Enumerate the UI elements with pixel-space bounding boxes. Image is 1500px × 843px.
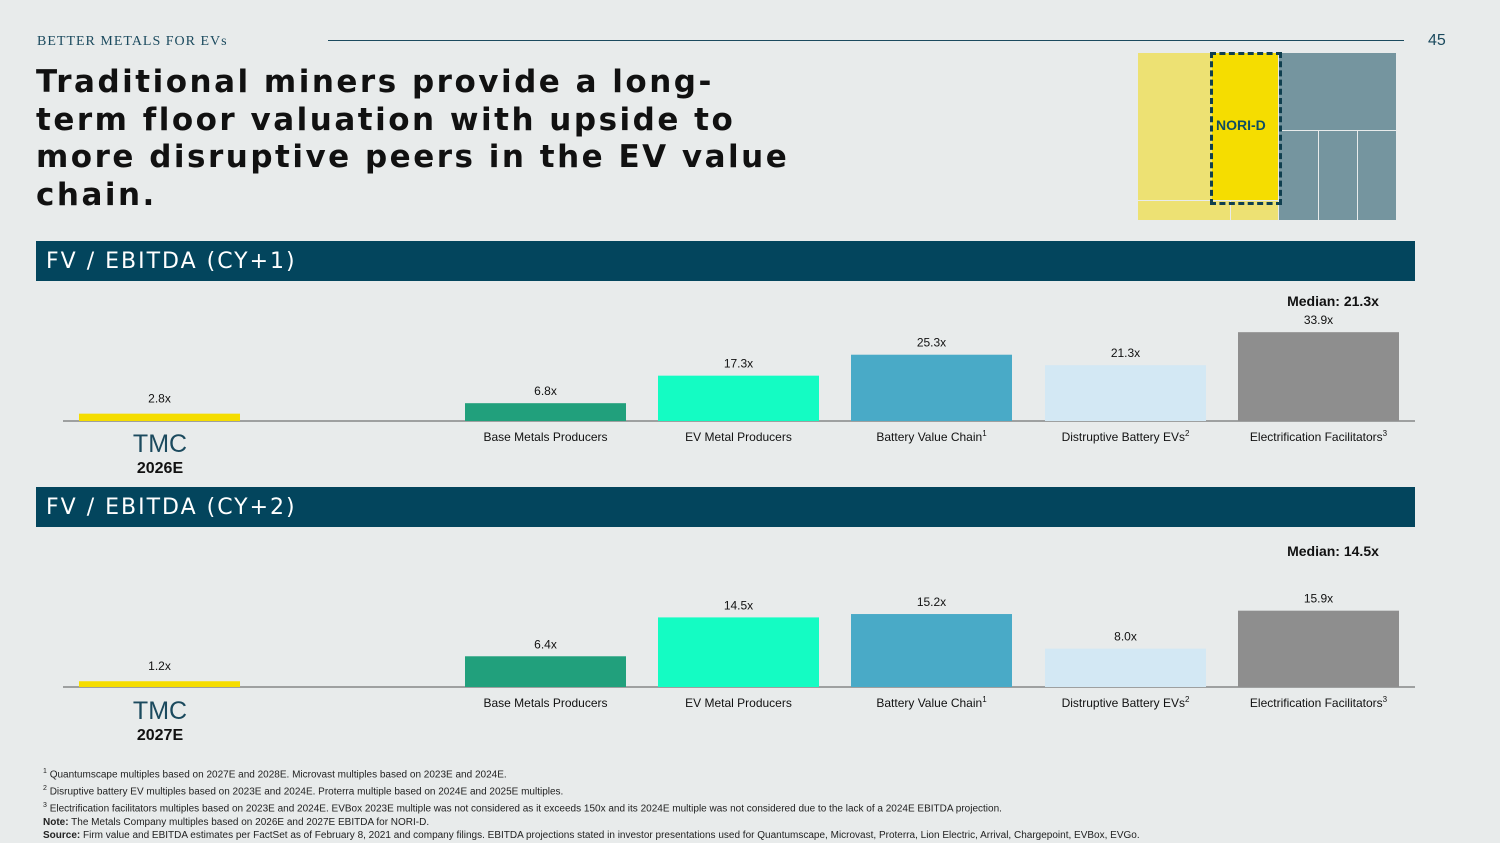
- chart2-category-label-2: EV Metal Producers: [685, 696, 792, 710]
- chart2-value-label-1: 6.4x: [534, 637, 557, 651]
- footnote-1-number: 1: [43, 768, 47, 775]
- chart1-tmc-name: TMC: [132, 430, 188, 458]
- chart1-value-label-5: 33.9x: [1304, 313, 1333, 327]
- chart1-bar-3: [851, 354, 1012, 421]
- chart1-band-title: FV / EBITDA (CY+1): [36, 241, 1415, 281]
- chart2-bar-5: [1238, 610, 1399, 687]
- chart2-bar-2: [658, 617, 819, 687]
- thumb-highlight-dashed-border: [1210, 52, 1282, 205]
- chart2-bar-1: [465, 656, 626, 687]
- chart1-value-label-3: 25.3x: [917, 336, 946, 350]
- footnote-source: Source: Firm value and EBITDA estimates …: [43, 829, 1463, 843]
- chart1-category-label-1: Base Metals Producers: [483, 430, 607, 444]
- chart1-value-label-4: 21.3x: [1111, 346, 1140, 360]
- chart1-tmc-year: 2026E: [136, 460, 184, 477]
- chart2-category-sup-4: 2: [1185, 695, 1190, 704]
- chart2-value-label-5: 15.9x: [1304, 592, 1333, 606]
- chart1-value-label-tmc: 2.8x: [148, 392, 171, 406]
- chart1-value-label-2: 17.3x: [724, 357, 753, 371]
- thumb-label: NORI-D: [1216, 117, 1266, 133]
- chart2-value-label-tmc: 1.2x: [148, 659, 171, 673]
- chart1-category-label-4: Distruptive Battery EVs2: [1062, 429, 1190, 444]
- thumb-cell-yellow-bottom-left: [1138, 201, 1230, 220]
- thumb-cell-grey-2: [1319, 131, 1357, 220]
- thumb-cell-grey-3: [1358, 131, 1396, 220]
- chart2-median-label: Median: 14.5x: [1287, 543, 1379, 559]
- chart2-value-label-2: 14.5x: [724, 598, 753, 612]
- thumb-cell-grey-1: [1279, 131, 1318, 220]
- footnote-note: Note: The Metals Company multiples based…: [43, 816, 1463, 830]
- chart2-tmc-year: 2027E: [136, 727, 184, 744]
- footnote-2: 2 Disruptive battery EV multiples based …: [43, 782, 1463, 799]
- footnote-3-number: 3: [43, 801, 47, 809]
- chart2-category-sup-5: 3: [1383, 695, 1388, 704]
- chart1-bar-5: [1238, 332, 1399, 421]
- chart1-category-sup-5: 3: [1383, 429, 1388, 438]
- chart2-bar-4: [1045, 648, 1206, 687]
- chart2-bar-tmc: [79, 681, 240, 687]
- chart1-category-sup-4: 2: [1185, 429, 1190, 438]
- note-label: Note:: [43, 816, 69, 828]
- chart1-median-label: Median: 21.3x: [1287, 293, 1379, 309]
- thumb-cell-highlight: [1212, 53, 1278, 200]
- page-title: Traditional miners provide a long-term f…: [36, 64, 790, 213]
- chart1-category-label-5: Electrification Facilitators3: [1250, 429, 1388, 444]
- chart2-category-label-1: Base Metals Producers: [483, 696, 607, 710]
- footnote-1: 1 Quantumscape multiples based on 2027E …: [43, 765, 1463, 782]
- footnote-3: 3 Electrification facilitators multiples…: [43, 799, 1463, 816]
- note-text: The Metals Company multiples based on 20…: [71, 816, 430, 828]
- chart2-category-label-3: Battery Value Chain1: [876, 695, 987, 710]
- chart2-tmc-caption: TMC 2027E: [80, 697, 240, 747]
- chart1-category-label-3: Battery Value Chain1: [876, 429, 987, 444]
- chart2-category-label-5: Electrification Facilitators3: [1250, 695, 1388, 710]
- chart2-category-sup-3: 1: [982, 695, 987, 704]
- chart2-tmc-name: TMC: [132, 697, 188, 725]
- chart1-category-label-2: EV Metal Producers: [685, 430, 792, 444]
- chart1-category-sup-3: 1: [982, 429, 987, 438]
- page-number: 45: [1428, 32, 1446, 49]
- chart1-bar-4: [1045, 365, 1206, 421]
- chart2-value-label-4: 8.0x: [1114, 630, 1137, 644]
- chart1-bar-2: [658, 375, 819, 421]
- footnote-1-text: Quantumscape multiples based on 2027E an…: [49, 769, 507, 781]
- source-text: Firm value and EBITDA estimates per Fact…: [83, 830, 1140, 842]
- chart2-value-label-3: 15.2x: [917, 595, 946, 609]
- footnote-2-text: Disruptive battery EV multiples based on…: [49, 786, 564, 798]
- footnote-3-text: Electrification facilitators multiples b…: [49, 803, 1002, 815]
- thumb-cell-yellow-bottom-right: [1231, 201, 1278, 220]
- chart1-value-label-1: 6.8x: [534, 384, 557, 398]
- header-divider: [328, 40, 1404, 41]
- chart2-plot: 1.2x 6.4x Base Metals Producers 14.5x EV Met…: [63, 592, 1415, 710]
- footnote-2-number: 2: [43, 784, 47, 792]
- chart2-band-title: FV / EBITDA (CY+2): [36, 487, 1415, 527]
- chart1-bar-1: [465, 403, 626, 421]
- thumb-cell-grey-top: [1279, 53, 1396, 130]
- chart2-category-label-4: Distruptive Battery EVs2: [1062, 695, 1190, 710]
- section-kicker: BETTER METALS FOR EVs: [37, 34, 228, 49]
- chart2-bar-3: [851, 614, 1012, 687]
- chart1-bar-tmc: [79, 413, 240, 421]
- chart1-plot: 2.8x 6.8x Base Metals Producers 17.3x EV Met…: [63, 313, 1415, 444]
- chart1-tmc-caption: TMC 2026E: [80, 430, 240, 480]
- source-label: Source:: [43, 830, 81, 842]
- footnotes: 1 Quantumscape multiples based on 2027E …: [43, 765, 1463, 843]
